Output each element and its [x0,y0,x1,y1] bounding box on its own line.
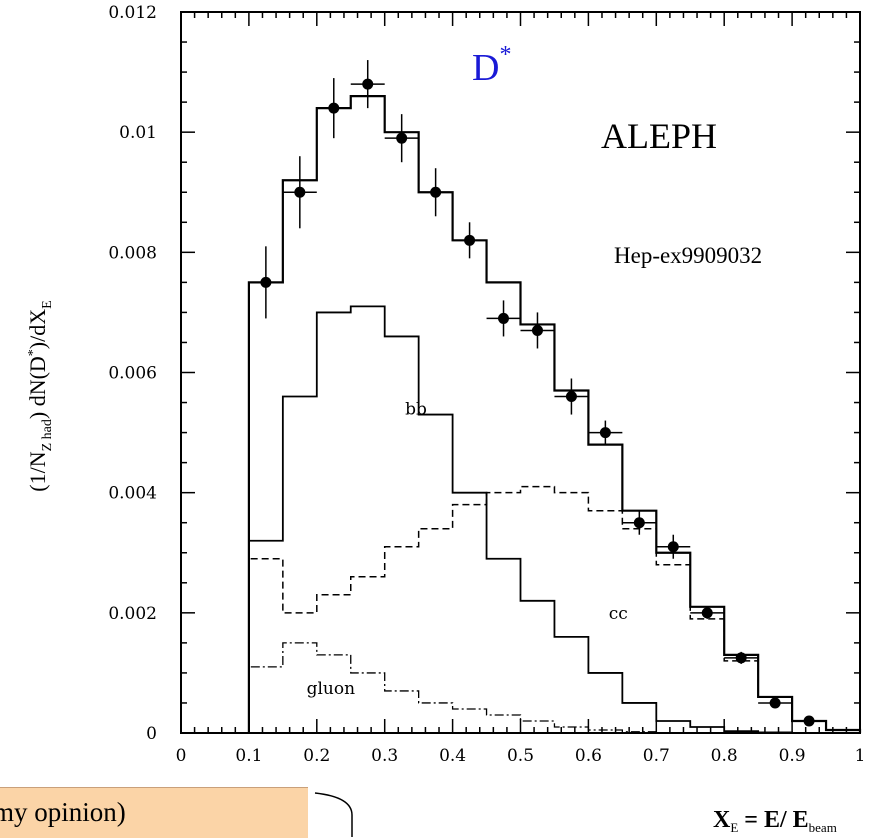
data-point [384,114,419,163]
data-point [520,312,555,349]
y-axis-title: (1/NZ had) dN(D*)/dXE [25,300,55,491]
x-tick-label: 0.2 [303,746,330,766]
data-points-layer [248,60,827,727]
data-point [622,510,657,535]
data-marker [769,697,781,709]
data-point [724,651,759,664]
svg-text:XE = E/ Ebeam: XE = E/ Ebeam [713,807,837,835]
data-marker [464,234,476,246]
data-marker [430,186,442,198]
callout-text: my opinion) [0,797,126,827]
experiment-label: ALEPH [601,116,717,156]
series-label-cc: cc [609,604,628,624]
data-point [758,697,793,709]
callout-bracket [314,792,353,837]
histogram-cc [248,485,861,733]
x-tick-label: 0.1 [235,746,262,766]
data-point [248,246,283,319]
svg-text:(1/NZ had) dN(D*)/dXE: (1/NZ had) dN(D*)/dXE [25,300,55,491]
chart-title: D* [472,42,511,89]
data-point [690,606,725,619]
data-point [282,156,317,229]
data-point [316,78,351,139]
data-point [452,222,487,259]
y-tick-label: 0.008 [108,243,157,263]
y-tick-label: 0.004 [108,484,157,504]
x-tick-label: 0.7 [643,746,670,766]
histogram-layer [247,95,862,734]
data-marker [803,715,815,727]
data-marker [633,517,645,529]
x-tick-label: 0.8 [711,746,738,766]
histogram-gluon [248,642,860,734]
data-marker [294,186,306,198]
histogram-bb [248,305,860,734]
data-point [656,534,691,559]
x-tick-label: 1 [855,746,866,766]
plot-axes: 0 0.1 0.2 0.3 0.4 0.5 0.6 0.7 0.8 0.9 1 0 0.002 0.004… [108,3,865,766]
data-marker [260,276,272,288]
x-tick-label: 0.5 [507,746,534,766]
data-point [588,420,623,445]
x-tick-label: 0 [176,746,187,766]
data-marker [735,652,747,664]
x-tick-label: 0.4 [439,746,466,766]
data-marker [531,324,543,336]
data-point [554,378,589,415]
data-marker [396,132,408,144]
series-label-bb: bb [405,400,427,420]
data-marker [667,541,679,553]
svg-text:D*: D* [472,42,511,89]
data-marker [565,391,577,403]
y-tick-label: 0.012 [108,3,157,23]
data-marker [362,78,374,90]
data-point [418,168,453,217]
plot-frame [180,11,861,734]
data-marker [328,102,340,114]
y-tick-label: 0.006 [108,364,157,384]
data-point [350,60,385,109]
y-tick-label: 0 [146,724,157,744]
reference-label: Hep-ex9909032 [614,243,762,268]
x-tick-label: 0.3 [371,746,398,766]
series-label-gluon: gluon [307,679,356,699]
x-tick-label: 0.9 [779,746,806,766]
series-labels: bb cc gluon [307,400,628,699]
data-marker [701,607,713,619]
data-point [486,300,521,337]
x-axis-title: XE = E/ Ebeam [713,807,837,835]
y-tick-label: 0.01 [119,123,157,143]
x-tick-label: 0.6 [575,746,602,766]
data-marker [599,427,611,439]
data-marker [498,312,510,324]
callout-box: my opinion) [0,787,308,838]
data-point [792,715,827,727]
y-tick-label: 0.002 [108,604,157,624]
